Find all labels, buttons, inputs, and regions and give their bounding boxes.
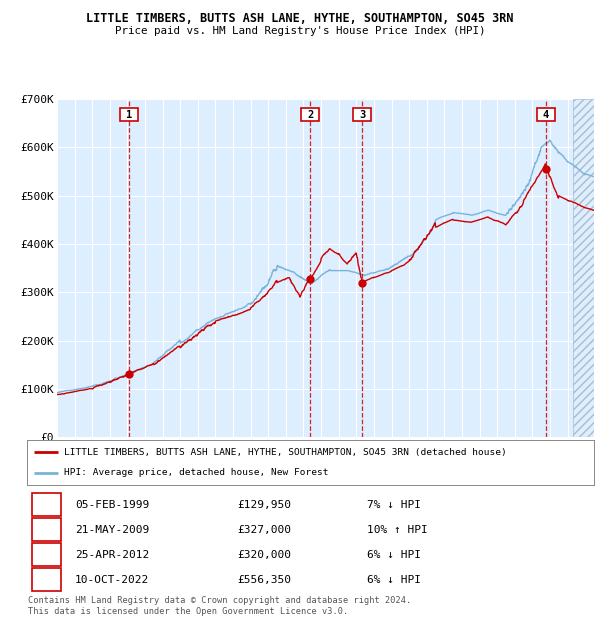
Text: 7% ↓ HPI: 7% ↓ HPI xyxy=(367,500,421,510)
Text: 1: 1 xyxy=(126,110,132,120)
Text: £327,000: £327,000 xyxy=(237,525,291,534)
Text: 2: 2 xyxy=(43,525,50,534)
Text: 2: 2 xyxy=(307,110,313,120)
Text: Contains HM Land Registry data © Crown copyright and database right 2024.
This d: Contains HM Land Registry data © Crown c… xyxy=(28,596,412,616)
Text: 05-FEB-1999: 05-FEB-1999 xyxy=(75,500,149,510)
FancyBboxPatch shape xyxy=(32,568,61,591)
Text: £320,000: £320,000 xyxy=(237,549,291,560)
Text: 1: 1 xyxy=(43,500,50,510)
Text: 6% ↓ HPI: 6% ↓ HPI xyxy=(367,549,421,560)
Text: LITTLE TIMBERS, BUTTS ASH LANE, HYTHE, SOUTHAMPTON, SO45 3RN (detached house): LITTLE TIMBERS, BUTTS ASH LANE, HYTHE, S… xyxy=(64,448,506,457)
Text: 4: 4 xyxy=(43,575,50,585)
FancyBboxPatch shape xyxy=(32,543,61,566)
Text: LITTLE TIMBERS, BUTTS ASH LANE, HYTHE, SOUTHAMPTON, SO45 3RN: LITTLE TIMBERS, BUTTS ASH LANE, HYTHE, S… xyxy=(86,12,514,25)
Text: 4: 4 xyxy=(543,110,549,120)
Text: 21-MAY-2009: 21-MAY-2009 xyxy=(75,525,149,534)
Text: 3: 3 xyxy=(43,549,50,560)
Text: £556,350: £556,350 xyxy=(237,575,291,585)
FancyBboxPatch shape xyxy=(32,518,61,541)
Text: 3: 3 xyxy=(359,110,365,120)
Text: 10% ↑ HPI: 10% ↑ HPI xyxy=(367,525,428,534)
Text: £129,950: £129,950 xyxy=(237,500,291,510)
Text: 25-APR-2012: 25-APR-2012 xyxy=(75,549,149,560)
Polygon shape xyxy=(573,99,594,437)
FancyBboxPatch shape xyxy=(32,493,61,516)
Text: HPI: Average price, detached house, New Forest: HPI: Average price, detached house, New … xyxy=(64,468,328,477)
Text: Price paid vs. HM Land Registry's House Price Index (HPI): Price paid vs. HM Land Registry's House … xyxy=(115,26,485,36)
Text: 6% ↓ HPI: 6% ↓ HPI xyxy=(367,575,421,585)
Text: 10-OCT-2022: 10-OCT-2022 xyxy=(75,575,149,585)
